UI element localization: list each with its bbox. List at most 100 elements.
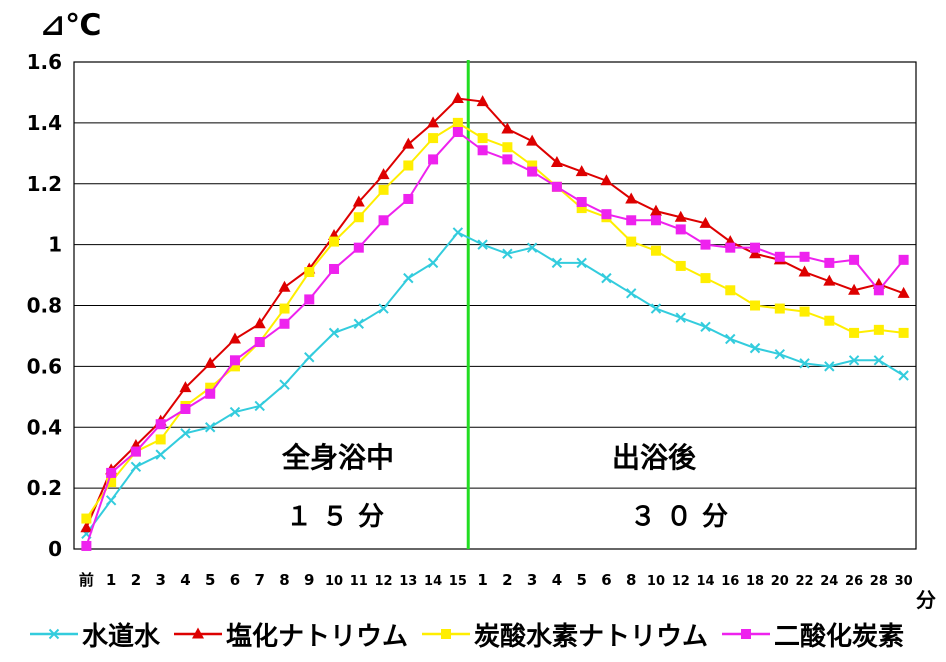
data-point-carbon-dioxide bbox=[130, 446, 141, 457]
legend-item-sodium-bicarbonate: 炭酸水素ナトリウム bbox=[422, 616, 708, 653]
data-point-tap-water-stroke-b bbox=[353, 318, 365, 329]
data-point-tap-water bbox=[700, 321, 711, 333]
data-point-tap-water-stroke-b bbox=[576, 257, 587, 269]
data-point-tap-water bbox=[403, 272, 414, 284]
x-tick-label: 2 bbox=[502, 571, 512, 589]
data-point-sodium-bicarbonate bbox=[873, 324, 884, 335]
data-point-sodium-bicarbonate bbox=[750, 300, 761, 311]
data-point-tap-water bbox=[576, 257, 587, 269]
data-point-sodium-bicarbonate bbox=[403, 160, 414, 171]
data-point-tap-water bbox=[204, 422, 216, 433]
data-point-tap-water bbox=[229, 406, 241, 418]
data-point-tap-water-stroke-b bbox=[130, 461, 142, 473]
x-tick-label: 12 bbox=[375, 574, 393, 589]
x-tick-label: 3 bbox=[527, 571, 537, 589]
data-point-tap-water bbox=[799, 358, 810, 369]
x-tick-label: 前 bbox=[79, 571, 94, 589]
data-point-tap-water-stroke-b bbox=[427, 257, 439, 269]
data-point-tap-water-stroke-b bbox=[452, 227, 464, 238]
data-point-tap-water bbox=[749, 342, 761, 354]
x-tick-label: 12 bbox=[672, 574, 690, 589]
data-point-tap-water-stroke-b bbox=[749, 342, 761, 354]
data-point-tap-water bbox=[328, 327, 340, 339]
series-tap-water bbox=[81, 227, 909, 539]
x-tick-label: 1 bbox=[477, 571, 487, 589]
data-point-sodium-bicarbonate bbox=[824, 315, 835, 326]
data-point-tap-water bbox=[427, 257, 439, 269]
data-point-carbon-dioxide bbox=[279, 318, 290, 329]
data-point-tap-water-stroke-b bbox=[824, 361, 835, 372]
x-tick-label: 14 bbox=[696, 574, 714, 589]
data-point-carbon-dioxide bbox=[378, 215, 389, 226]
data-point-tap-water-stroke-b bbox=[304, 352, 315, 363]
x-tick-label: 7 bbox=[255, 571, 265, 589]
y-tick-label: 0.4 bbox=[27, 415, 62, 439]
data-point-sodium-chloride bbox=[749, 247, 762, 259]
data-point-sodium-bicarbonate bbox=[650, 245, 661, 256]
y-tick-label: 0.8 bbox=[27, 294, 62, 318]
data-point-tap-water bbox=[353, 318, 365, 329]
annotation-after-bath-duration: ３０分 bbox=[630, 502, 739, 532]
data-point-tap-water-stroke-b bbox=[279, 379, 290, 390]
data-point-carbon-dioxide bbox=[576, 197, 587, 208]
data-point-sodium-chloride bbox=[402, 137, 415, 149]
data-point-carbon-dioxide bbox=[675, 224, 686, 235]
data-point-sodium-bicarbonate bbox=[353, 212, 364, 223]
x-tick-label: 2 bbox=[131, 571, 141, 589]
data-point-sodium-bicarbonate bbox=[502, 142, 513, 153]
data-point-sodium-bicarbonate bbox=[898, 327, 909, 338]
data-point-sodium-chloride bbox=[278, 280, 291, 292]
data-point-sodium-chloride bbox=[179, 381, 192, 393]
annotation-after-bath-label: 出浴後 bbox=[612, 441, 697, 474]
data-point-carbon-dioxide bbox=[106, 467, 117, 478]
data-point-sodium-chloride bbox=[228, 332, 241, 344]
data-point-sodium-chloride bbox=[848, 283, 861, 295]
data-point-tap-water-stroke-b bbox=[180, 428, 191, 439]
y-tick-label: 0.2 bbox=[27, 476, 62, 500]
data-point-tap-water-stroke-b bbox=[774, 348, 786, 360]
data-point-tap-water bbox=[502, 248, 513, 259]
data-point-carbon-dioxide bbox=[873, 285, 884, 296]
x-tick-label: 6 bbox=[230, 571, 240, 589]
data-point-carbon-dioxide bbox=[824, 257, 835, 268]
legend-marker-stroke-b bbox=[48, 628, 60, 640]
x-tick-label: 16 bbox=[721, 574, 739, 589]
data-point-sodium-chloride bbox=[377, 168, 390, 180]
x-tick-label: 6 bbox=[601, 571, 611, 589]
data-point-sodium-chloride bbox=[550, 155, 563, 167]
data-point-tap-water-stroke-b bbox=[328, 327, 340, 339]
x-tick-label: 4 bbox=[552, 571, 562, 589]
data-point-carbon-dioxide bbox=[898, 254, 909, 265]
series-carbon-dioxide bbox=[81, 127, 909, 551]
data-point-tap-water-stroke-b bbox=[155, 449, 166, 460]
y-tick-label: 1.6 bbox=[27, 50, 62, 74]
x-tick-label: 24 bbox=[820, 574, 838, 589]
data-point-tap-water-stroke-b bbox=[725, 333, 736, 345]
annotation-bathing-label: 全身浴中 bbox=[282, 441, 395, 474]
y-tick-label: 1 bbox=[48, 233, 62, 257]
legend-marker bbox=[741, 629, 752, 639]
data-point-tap-water bbox=[180, 428, 191, 439]
data-point-carbon-dioxide bbox=[502, 154, 513, 165]
x-tick-label: 5 bbox=[205, 571, 215, 589]
legend-swatch-sodium-bicarbonate bbox=[422, 629, 471, 639]
data-point-carbon-dioxide bbox=[304, 294, 315, 305]
data-point-sodium-bicarbonate bbox=[576, 203, 587, 214]
data-point-tap-water-stroke-b bbox=[873, 355, 885, 366]
data-point-sodium-bicarbonate bbox=[799, 306, 810, 317]
data-point-sodium-bicarbonate bbox=[774, 303, 785, 314]
data-point-carbon-dioxide bbox=[81, 540, 92, 551]
data-point-sodium-chloride bbox=[699, 216, 712, 228]
data-point-tap-water-stroke-b bbox=[650, 303, 662, 314]
data-point-tap-water-stroke-b bbox=[254, 400, 265, 412]
data-point-carbon-dioxide bbox=[428, 154, 439, 165]
data-point-carbon-dioxide bbox=[353, 242, 364, 253]
data-point-tap-water bbox=[625, 288, 637, 299]
data-point-tap-water-stroke-b bbox=[625, 288, 637, 299]
legend-marker bbox=[192, 627, 205, 639]
series-line-carbon-dioxide bbox=[85, 130, 905, 547]
data-point-sodium-chloride bbox=[798, 265, 811, 277]
data-point-tap-water bbox=[551, 257, 563, 269]
data-point-sodium-bicarbonate bbox=[106, 477, 117, 488]
